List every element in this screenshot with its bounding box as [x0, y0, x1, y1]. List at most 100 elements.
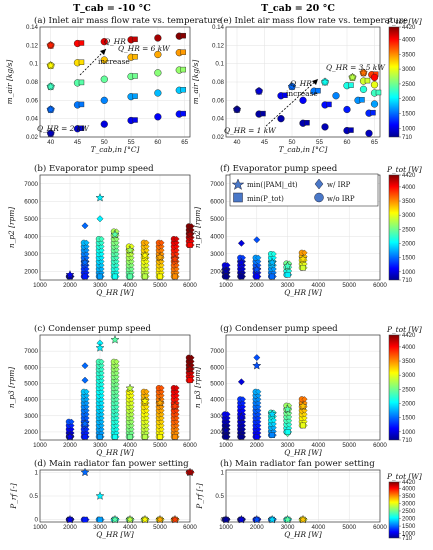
x-tick-label: 3000	[281, 442, 295, 449]
data-point-square	[187, 242, 193, 248]
data-point-square	[127, 433, 133, 440]
colorbar-label: P_tot [W]	[386, 325, 422, 334]
x-tick-label: 2000	[63, 282, 77, 289]
x-tick-label: 6000	[373, 442, 387, 449]
data-point-star	[46, 81, 56, 91]
panel-title: (a) Inlet air mass flow rate vs. tempera…	[34, 15, 222, 26]
panel-title: (e) Inlet air mass flow rate vs. tempera…	[220, 15, 408, 26]
data-point	[100, 120, 108, 128]
plot-frame	[225, 334, 381, 441]
data-point-square	[97, 273, 103, 280]
panel-a-increase-arrow	[79, 48, 107, 76]
x-tick-label: 55	[316, 139, 323, 146]
colorbar-tick-label: 1500	[402, 112, 416, 118]
data-point-diamond	[81, 222, 89, 230]
data-point-star	[252, 514, 262, 524]
data-point-diamond	[173, 384, 180, 392]
panel-e-increase-label: increase	[286, 89, 318, 98]
data-point-star	[140, 396, 150, 406]
data-point-diamond	[301, 249, 308, 256]
y-tick-label: 0.02	[212, 134, 225, 141]
colorbars: P_tot [W]4420400035003000250020001500100…	[386, 17, 422, 542]
data-point-square	[78, 101, 85, 108]
y-tick-label: 0.08	[212, 79, 225, 86]
data-point-square	[375, 89, 382, 96]
data-point-square	[238, 433, 245, 440]
data-point-square	[260, 110, 266, 117]
data-point-star	[267, 514, 277, 524]
legend-diamond-marker	[314, 178, 324, 190]
data-point-square	[78, 40, 85, 46]
panel-title: (h) Main radiator fan power setting	[220, 458, 375, 469]
x-tick-label: 2000	[250, 524, 264, 531]
y-tick-label: 0.14	[212, 24, 225, 31]
legend-box	[229, 173, 379, 207]
x-tick-label: 5000	[153, 282, 167, 289]
data-point-diamond	[158, 239, 165, 246]
colorbar-tick-label: 2000	[402, 97, 416, 103]
data-point-star	[298, 514, 308, 524]
data-point-star	[236, 514, 246, 524]
data-point-star	[359, 68, 368, 77]
data-point	[154, 50, 162, 59]
x-axis-label: Q_HR [W]	[96, 530, 134, 539]
y-tick-label: 4000	[24, 397, 38, 404]
colorbar-gradient	[388, 174, 400, 281]
x-tick-label: 4000	[312, 442, 326, 449]
colorbar-tick-label: 710	[402, 536, 413, 542]
data-point-star	[252, 360, 262, 370]
data-point-square	[223, 273, 229, 280]
x-tick-label: 55	[128, 139, 135, 146]
data-point-square	[112, 273, 118, 280]
panel-b-evaporator-pump-speed: 1000 2000 3000 4000 5000 6000 2000 3000 4000 5000…	[7, 163, 197, 297]
data-point-star	[170, 254, 180, 263]
x-tick-label: 2000	[63, 524, 77, 531]
data-point-star	[267, 409, 277, 419]
colorbar-tick-label: 4000	[402, 37, 416, 43]
data-point	[154, 89, 162, 97]
x-axis-label: T_cab,in [°C]	[91, 145, 140, 154]
data-point-square	[82, 433, 88, 440]
x-tick-label: 50	[101, 139, 108, 146]
x-tick-label: 4000	[312, 524, 326, 531]
data-point-star	[110, 229, 120, 239]
data-point	[370, 73, 379, 82]
colorbar-tick-label: 2000	[402, 401, 416, 407]
x-axis-label: Q_HR [W]	[96, 288, 134, 297]
colorbar-tick-label: 3000	[402, 67, 416, 73]
legend-square-marker	[233, 192, 243, 203]
x-tick-label: 1000	[219, 442, 233, 449]
x-tick-label: 5000	[342, 282, 356, 289]
data-point-star	[236, 412, 246, 422]
colorbar-tick-label: 1000	[402, 430, 416, 436]
data-point-star	[80, 257, 90, 267]
panel-a-mass-flow-vs-temperature: 40 45 50 55 60 65 0.02 0.04 0.06 0.08 0.1 0.12 0.14(…	[5, 15, 222, 154]
data-point-square	[359, 97, 365, 103]
data-point	[100, 56, 108, 64]
colorbar-tick-label: 1500	[402, 524, 416, 530]
y-tick-label: 0.04	[26, 116, 39, 123]
data-point-star	[185, 364, 195, 373]
panel-title: (f) Evaporator pump speed	[220, 163, 338, 174]
x-tick-label: 2000	[63, 442, 77, 449]
data-point-star	[283, 514, 293, 524]
y-tick-label: 0.5	[29, 493, 38, 500]
data-point-square	[157, 433, 163, 440]
data-point-diamond	[255, 254, 262, 261]
y-tick-label: 2000	[210, 268, 224, 275]
data-point	[359, 85, 368, 93]
data-point	[100, 75, 108, 83]
data-point-square	[97, 516, 103, 523]
y-tick-label: 4000	[210, 233, 224, 240]
data-point-square	[348, 82, 354, 88]
x-tick-label: 1000	[219, 524, 233, 531]
data-point-star	[298, 401, 308, 410]
data-point-star	[185, 229, 195, 239]
colorbar-tick-label: 2000	[402, 517, 416, 523]
x-tick-label: 3000	[93, 524, 107, 531]
data-point-diamond	[224, 262, 231, 269]
x-tick-label: 6000	[183, 524, 197, 531]
panel-title: (g) Condenser pump speed	[220, 323, 338, 334]
data-point	[277, 115, 285, 123]
